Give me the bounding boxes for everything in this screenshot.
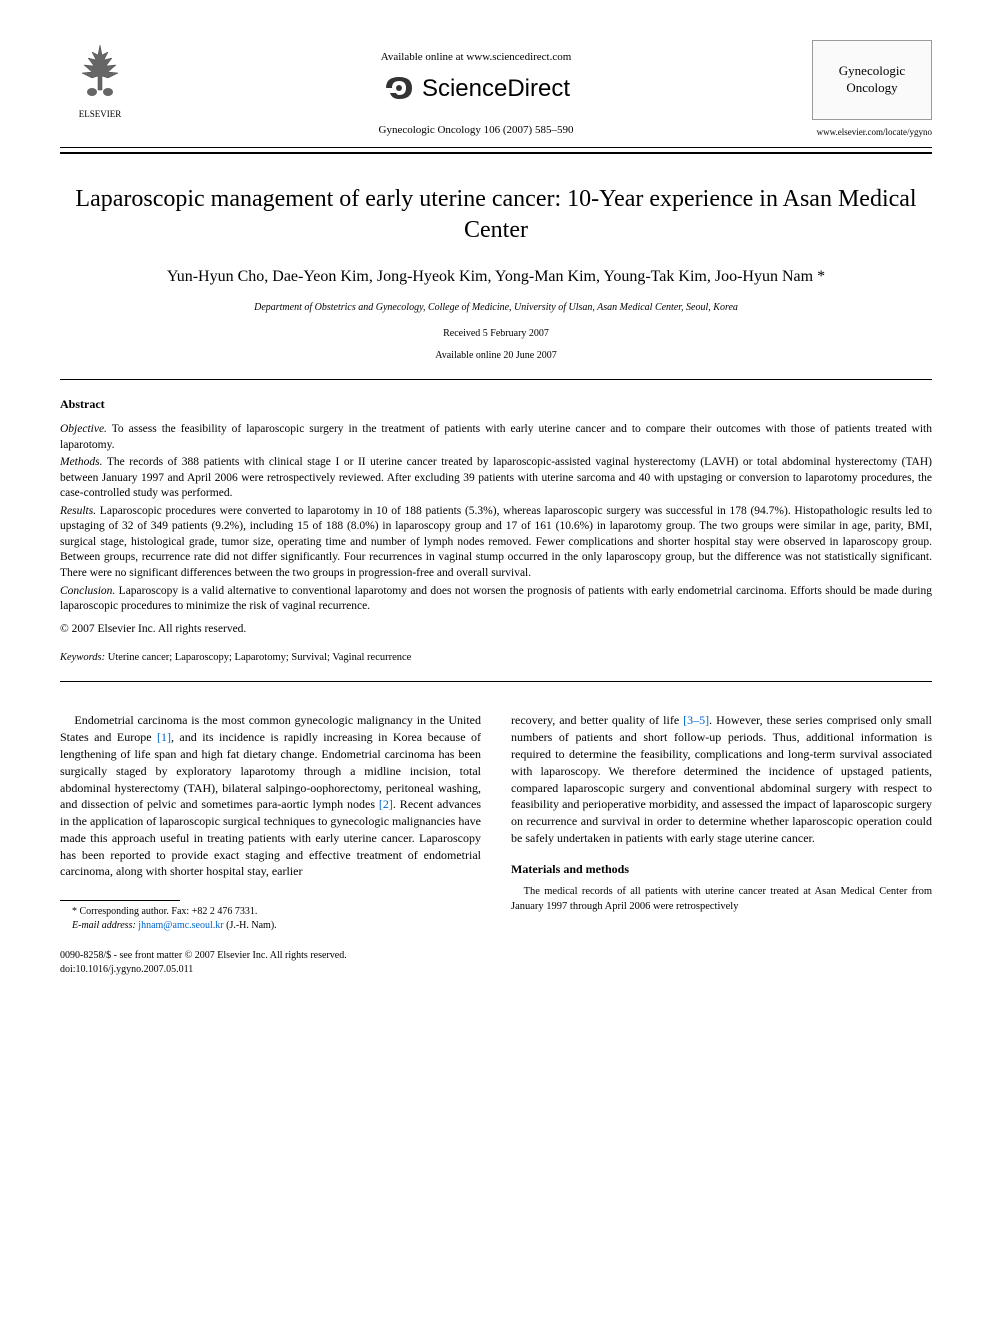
intro-paragraph: Endometrial carcinoma is the most common… [60, 712, 481, 880]
intro-text-2a: recovery, and better quality of life [511, 713, 683, 727]
footer-doi: doi:10.1016/j.ygyno.2007.05.011 [60, 963, 347, 977]
journal-url: www.elsevier.com/locate/ygyno [812, 126, 932, 139]
abstract-copyright: © 2007 Elsevier Inc. All rights reserved… [60, 621, 932, 637]
footnote-rule [60, 900, 180, 901]
ref-link-1[interactable]: [1] [157, 730, 171, 744]
keywords-text: Uterine cancer; Laparoscopy; Laparotomy;… [105, 652, 411, 663]
available-online-text: Available online at www.sciencedirect.co… [140, 50, 812, 65]
conclusion-text: Laparoscopy is a valid alternative to co… [60, 585, 932, 613]
methods-text: The records of 388 patients with clinica… [60, 456, 932, 499]
column-left: Endometrial carcinoma is the most common… [60, 712, 481, 933]
email-footnote: E-mail address: jhnam@amc.seoul.kr (J.-H… [60, 919, 481, 933]
methods-paragraph: The medical records of all patients with… [511, 885, 932, 914]
email-label: E-mail address: [72, 920, 136, 931]
affiliation: Department of Obstetrics and Gynecology,… [60, 301, 932, 315]
intro-text-2b: . However, these series comprised only s… [511, 713, 932, 845]
ref-link-3-5[interactable]: [3–5] [683, 713, 709, 727]
abstract-objective: Objective. To assess the feasibility of … [60, 422, 932, 453]
publisher-name: ELSEVIER [60, 108, 140, 121]
header-rule-thick [60, 152, 932, 154]
abstract-top-rule [60, 379, 932, 380]
abstract-heading: Abstract [60, 396, 932, 413]
page-footer: 0090-8258/$ - see front matter © 2007 El… [60, 949, 932, 977]
body-columns: Endometrial carcinoma is the most common… [60, 712, 932, 933]
journal-name-line1: Gynecologic [819, 63, 925, 80]
objective-text: To assess the feasibility of laparoscopi… [60, 423, 932, 451]
date-received: Received 5 February 2007 [60, 327, 932, 341]
keywords: Keywords: Uterine cancer; Laparoscopy; L… [60, 651, 932, 666]
sciencedirect-icon [382, 71, 416, 105]
methods-label: Methods. [60, 456, 102, 468]
email-link[interactable]: jhnam@amc.seoul.kr [136, 920, 224, 931]
materials-methods-heading: Materials and methods [511, 861, 932, 878]
center-header: Available online at www.sciencedirect.co… [140, 40, 812, 139]
sciencedirect-logo: ScienceDirect [382, 71, 570, 105]
footer-left: 0090-8258/$ - see front matter © 2007 El… [60, 949, 347, 977]
results-label: Results. [60, 505, 96, 517]
article-title: Laparoscopic management of early uterine… [60, 184, 932, 246]
objective-label: Objective. [60, 423, 107, 435]
publisher-logo: ELSEVIER [60, 40, 140, 120]
abstract-conclusion: Conclusion. Laparoscopy is a valid alter… [60, 584, 932, 615]
ref-link-2[interactable]: [2] [379, 797, 393, 811]
citation: Gynecologic Oncology 106 (2007) 585–590 [140, 123, 812, 138]
abstract-bottom-rule [60, 681, 932, 682]
elsevier-tree-icon [70, 40, 130, 100]
conclusion-label: Conclusion. [60, 585, 115, 597]
column-right: recovery, and better quality of life [3–… [511, 712, 932, 933]
journal-box: Gynecologic Oncology www.elsevier.com/lo… [812, 40, 932, 139]
email-name: (J.-H. Nam). [224, 920, 277, 931]
intro-paragraph-cont: recovery, and better quality of life [3–… [511, 712, 932, 846]
date-available: Available online 20 June 2007 [60, 349, 932, 363]
authors: Yun-Hyun Cho, Dae-Yeon Kim, Jong-Hyeok K… [60, 266, 932, 288]
page-header: ELSEVIER Available online at www.science… [60, 40, 932, 139]
keywords-label: Keywords: [60, 652, 105, 663]
journal-cover: Gynecologic Oncology [812, 40, 932, 120]
corresponding-author: * Corresponding author. Fax: +82 2 476 7… [60, 905, 481, 919]
abstract-methods: Methods. The records of 388 patients wit… [60, 455, 932, 502]
footer-front-matter: 0090-8258/$ - see front matter © 2007 El… [60, 949, 347, 963]
abstract-results: Results. Laparoscopic procedures were co… [60, 504, 932, 582]
header-rule-thin [60, 147, 932, 148]
results-text: Laparoscopic procedures were converted t… [60, 505, 932, 579]
journal-name-line2: Oncology [819, 80, 925, 97]
sciencedirect-name: ScienceDirect [422, 72, 570, 106]
